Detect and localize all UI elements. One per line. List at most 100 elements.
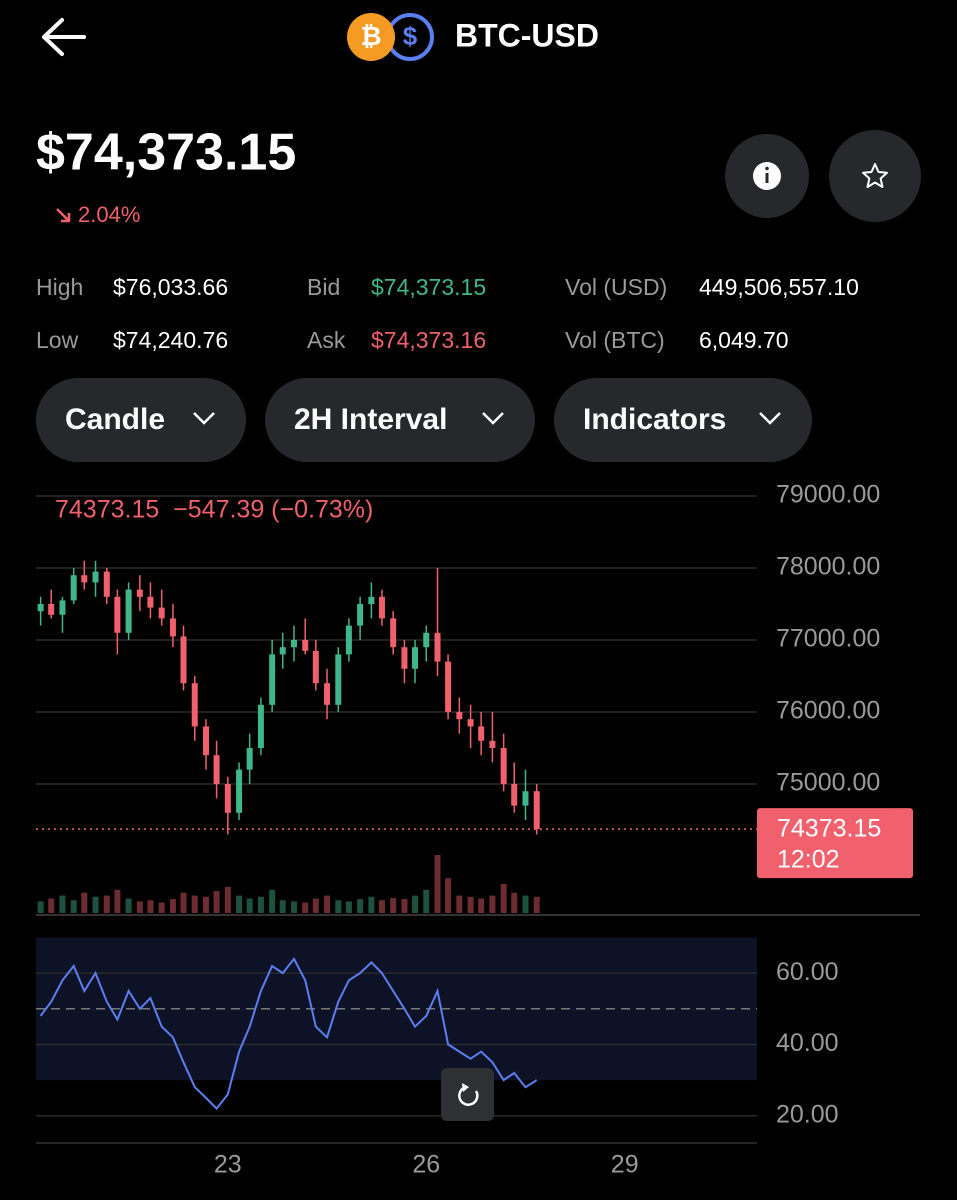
- volume-bar: [136, 901, 143, 913]
- volume-bar: [290, 901, 297, 913]
- candle-body: [445, 661, 452, 712]
- volume-bar: [37, 901, 44, 913]
- y-tick-label: 60.00: [776, 958, 839, 986]
- price: $74,373.15: [36, 124, 296, 182]
- stat-label: Vol (BTC): [565, 327, 665, 353]
- candle-body: [224, 784, 231, 813]
- favorite-button[interactable]: [829, 130, 921, 222]
- price-tag: [757, 808, 913, 879]
- rsi-line: [39, 957, 538, 1111]
- candle-body: [511, 784, 518, 806]
- quote-icon-text: $: [403, 21, 418, 51]
- x-tick-label: 29: [611, 1151, 639, 1179]
- volume-bar: [269, 889, 276, 913]
- candle-body: [257, 704, 264, 748]
- candle-body: [478, 726, 485, 741]
- reset-icon-head: [462, 1083, 469, 1092]
- candle-body: [125, 589, 132, 633]
- candle-body: [147, 596, 154, 608]
- volume-bar: [224, 886, 231, 913]
- candle-body: [180, 636, 187, 684]
- candle-body: [290, 640, 297, 648]
- candle-body: [522, 791, 529, 806]
- stat-value: $76,033.66: [113, 274, 228, 300]
- info-icon-stem: [765, 173, 769, 183]
- candle-body: [500, 748, 507, 784]
- candle-body: [302, 640, 309, 651]
- candle-body: [136, 589, 143, 597]
- back-button[interactable]: [42, 18, 86, 56]
- interval-dropdown[interactable]: [265, 378, 535, 462]
- price-tag-label: 74373.15: [777, 815, 881, 843]
- chart-type-dropdown[interactable]: [36, 378, 246, 462]
- base-icon: [347, 13, 395, 61]
- candle-body: [412, 647, 419, 669]
- volume-bar: [478, 898, 485, 913]
- candle-body: [37, 604, 44, 612]
- y-tick-label: 20.00: [776, 1100, 839, 1128]
- volume-bar: [412, 895, 419, 913]
- candle-body: [312, 650, 319, 684]
- candle-body: [279, 647, 286, 655]
- volume-bar: [345, 901, 352, 913]
- candle-body: [114, 596, 121, 633]
- title: BTC-USD: [455, 17, 599, 53]
- candle-body: [533, 791, 540, 830]
- volume-bar: [423, 889, 430, 913]
- candle-body: [246, 748, 253, 770]
- reset-icon: [458, 1085, 479, 1106]
- candle-body: [390, 618, 397, 648]
- volume-bar: [257, 896, 264, 913]
- stat-value: $74,373.15: [371, 274, 486, 300]
- stat-label: Vol (USD): [565, 274, 667, 300]
- stat-label: Bid: [307, 274, 340, 300]
- volume-bar: [59, 895, 66, 913]
- volume-bar: [202, 896, 209, 913]
- reset-button[interactable]: [441, 1068, 494, 1121]
- indicators-dropdown[interactable]: [554, 378, 812, 462]
- x-tick-label: 23: [214, 1151, 242, 1179]
- volume-bar: [191, 895, 198, 913]
- candle-body: [368, 596, 375, 604]
- volume-bar: [533, 896, 540, 913]
- candle-body: [81, 575, 88, 583]
- candle-body: [70, 575, 77, 601]
- volume-bar: [312, 898, 319, 913]
- volume-bar: [324, 895, 331, 913]
- chevron: [193, 412, 215, 425]
- volume-bar: [467, 896, 474, 913]
- candle-body: [169, 618, 176, 637]
- price-tag-countdown: 12:02: [777, 846, 840, 874]
- x-tick-label: 26: [412, 1151, 440, 1179]
- candle-body: [345, 625, 352, 655]
- volume-bar: [489, 895, 496, 913]
- y-tick-label: 40.00: [776, 1029, 839, 1057]
- volume-bar: [511, 892, 518, 913]
- volume-bar: [158, 902, 165, 913]
- volume-bar: [125, 898, 132, 913]
- volume-bar: [169, 899, 176, 913]
- y-tick-label: 77000.00: [776, 625, 880, 653]
- chart: 75000.00 76000.00 77000.00 78000.00 79000.00…: [36, 481, 913, 1179]
- stat-value: $74,240.76: [113, 327, 228, 353]
- candle-body: [378, 596, 385, 619]
- volume-bar: [335, 900, 342, 913]
- dropdown-label: Candle: [65, 403, 165, 436]
- volume-bar: [114, 889, 121, 913]
- stat-value: 449,506,557.10: [699, 274, 859, 300]
- volume-bar: [213, 890, 220, 913]
- stat-label: High: [36, 274, 83, 300]
- volume-bar: [445, 878, 452, 913]
- y-tick-label: 78000.00: [776, 553, 880, 581]
- candle-body: [269, 654, 276, 705]
- volume-bar: [236, 895, 243, 913]
- chevron: [482, 412, 504, 425]
- volume-bar: [378, 900, 385, 913]
- candle-body: [489, 740, 496, 748]
- base-icon-text: ₿: [360, 21, 381, 51]
- volume-bar: [147, 900, 154, 913]
- chart-info: 74373.15 −547.39 (−0.73%): [55, 496, 373, 524]
- volume-bar: [368, 896, 375, 913]
- candle-body: [324, 683, 331, 705]
- volume-bar: [522, 895, 529, 913]
